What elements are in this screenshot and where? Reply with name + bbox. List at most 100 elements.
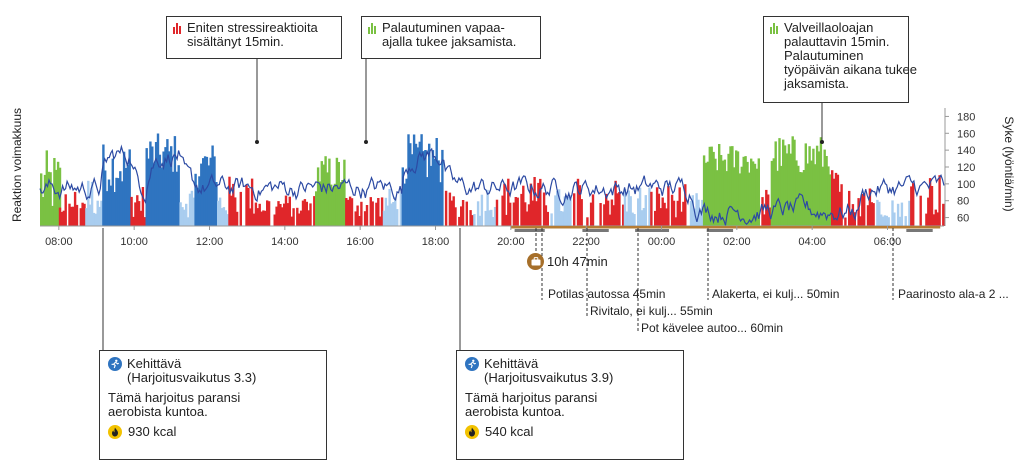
work-duration: 10h 47min (547, 254, 608, 269)
bar-151 (339, 182, 342, 226)
bar-128 (292, 208, 295, 226)
bar-238 (533, 177, 536, 226)
bar-220 (492, 217, 495, 226)
bar-273 (623, 189, 627, 226)
bar-211 (471, 215, 474, 226)
bar-168 (379, 216, 382, 226)
bar-169 (380, 197, 384, 226)
task-label-3: Pot kävelee autoo... 60min (641, 321, 784, 335)
bar-399 (883, 215, 887, 226)
bar-85 (202, 158, 205, 226)
bar-40 (117, 178, 120, 226)
bar-93 (217, 200, 220, 226)
bar-269 (614, 180, 617, 226)
bar-309 (702, 155, 706, 226)
heart-rate-layer (39, 144, 945, 226)
bar-330 (742, 156, 745, 226)
bar-318 (719, 155, 723, 226)
bar-121 (279, 204, 282, 226)
y-tick-label-0: 60 (957, 213, 969, 225)
bar-290 (661, 197, 664, 226)
bar-302 (689, 200, 693, 226)
bar-275 (627, 190, 630, 226)
task-label-4: Alakerta, ei kulj... 50min (712, 287, 840, 301)
bar-57 (149, 141, 152, 226)
bar-100 (230, 195, 233, 226)
bar-196 (433, 158, 436, 226)
bar-227 (509, 202, 512, 226)
bar-1 (41, 197, 45, 226)
bar-134 (305, 201, 308, 226)
bar-16 (70, 206, 73, 226)
bar-283 (644, 195, 647, 226)
bar-331 (744, 156, 747, 226)
exercise-card-1: Kehittävä (Harjoitusvaikutus 3.3) Tämä h… (99, 350, 327, 460)
bar-214 (478, 215, 482, 226)
bar-155 (347, 199, 350, 226)
bar-206 (458, 216, 461, 226)
x-tick-label-6: 20:00 (497, 236, 525, 248)
bar-114 (262, 210, 265, 226)
bar-153 (343, 159, 346, 226)
x-tick-label-4: 16:00 (346, 236, 374, 248)
bar-418 (936, 212, 939, 226)
bar-18 (73, 191, 77, 226)
bar-405 (898, 216, 902, 226)
heart-rate-line (39, 144, 945, 226)
task-label-1: Potilas autossa 45min (548, 287, 666, 301)
bar-140 (318, 181, 322, 226)
bar-47 (130, 196, 133, 226)
bar-141 (320, 161, 323, 226)
y-tick-label-2: 100 (957, 179, 975, 191)
bar-336 (753, 163, 757, 226)
bar-90 (211, 145, 214, 226)
bar-322 (727, 153, 730, 226)
bar-187 (416, 147, 420, 226)
right-axis-label: Syke (lyöntiä/min) (1002, 116, 1016, 212)
bar-63 (160, 167, 163, 226)
bar-372 (823, 149, 826, 226)
bar-6 (51, 205, 54, 226)
connector-layer (102, 59, 894, 350)
bar-30 (98, 206, 101, 226)
y-tick-label-4: 140 (957, 145, 975, 157)
bar-199 (439, 182, 442, 226)
exercise-1-desc-1: Tämä harjoitus paransi (108, 390, 241, 405)
bar-146 (330, 184, 333, 226)
bar-46 (128, 149, 131, 226)
bar-362 (804, 143, 807, 226)
bar-266 (608, 214, 612, 226)
bar-45 (126, 165, 129, 226)
bar-109 (252, 213, 256, 226)
bar-99 (228, 176, 231, 226)
bar-345 (772, 158, 775, 226)
bar-406 (900, 202, 904, 226)
bar-101 (232, 183, 235, 226)
bar-60 (154, 142, 158, 226)
bar-344 (770, 160, 774, 226)
bar-77 (186, 217, 190, 226)
bar-248 (557, 189, 561, 226)
bar-311 (706, 161, 710, 226)
bar-420 (942, 203, 945, 226)
bar-147 (331, 187, 335, 226)
bar-259 (586, 217, 589, 226)
bar-391 (866, 205, 870, 226)
bar-335 (751, 161, 755, 226)
bar-104 (239, 191, 242, 226)
bar-333 (748, 172, 751, 226)
bar-183 (409, 143, 412, 226)
bar-286 (654, 210, 657, 226)
bar-268 (612, 205, 615, 226)
bar-43 (122, 151, 126, 226)
bar-293 (667, 186, 670, 226)
bar-182 (407, 134, 410, 226)
bar-116 (266, 200, 269, 226)
bar-207 (460, 206, 463, 226)
bar-346 (774, 141, 777, 226)
bar-167 (377, 198, 380, 226)
bar-272 (622, 204, 625, 226)
bar-363 (806, 163, 809, 226)
bar-223 (501, 195, 504, 226)
bar-357 (795, 160, 798, 226)
